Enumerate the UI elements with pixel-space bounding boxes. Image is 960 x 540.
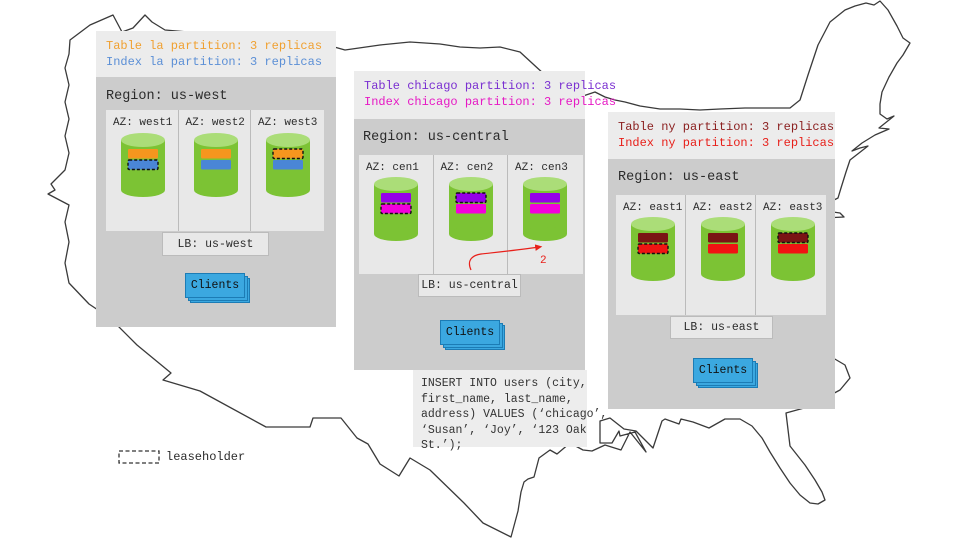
svg-text:2: 2: [540, 255, 547, 267]
